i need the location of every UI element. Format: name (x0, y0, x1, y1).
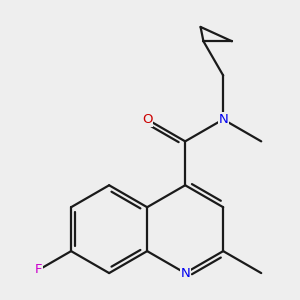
Text: N: N (218, 113, 228, 126)
Text: F: F (35, 263, 43, 276)
Text: N: N (180, 267, 190, 280)
Text: O: O (142, 113, 152, 126)
